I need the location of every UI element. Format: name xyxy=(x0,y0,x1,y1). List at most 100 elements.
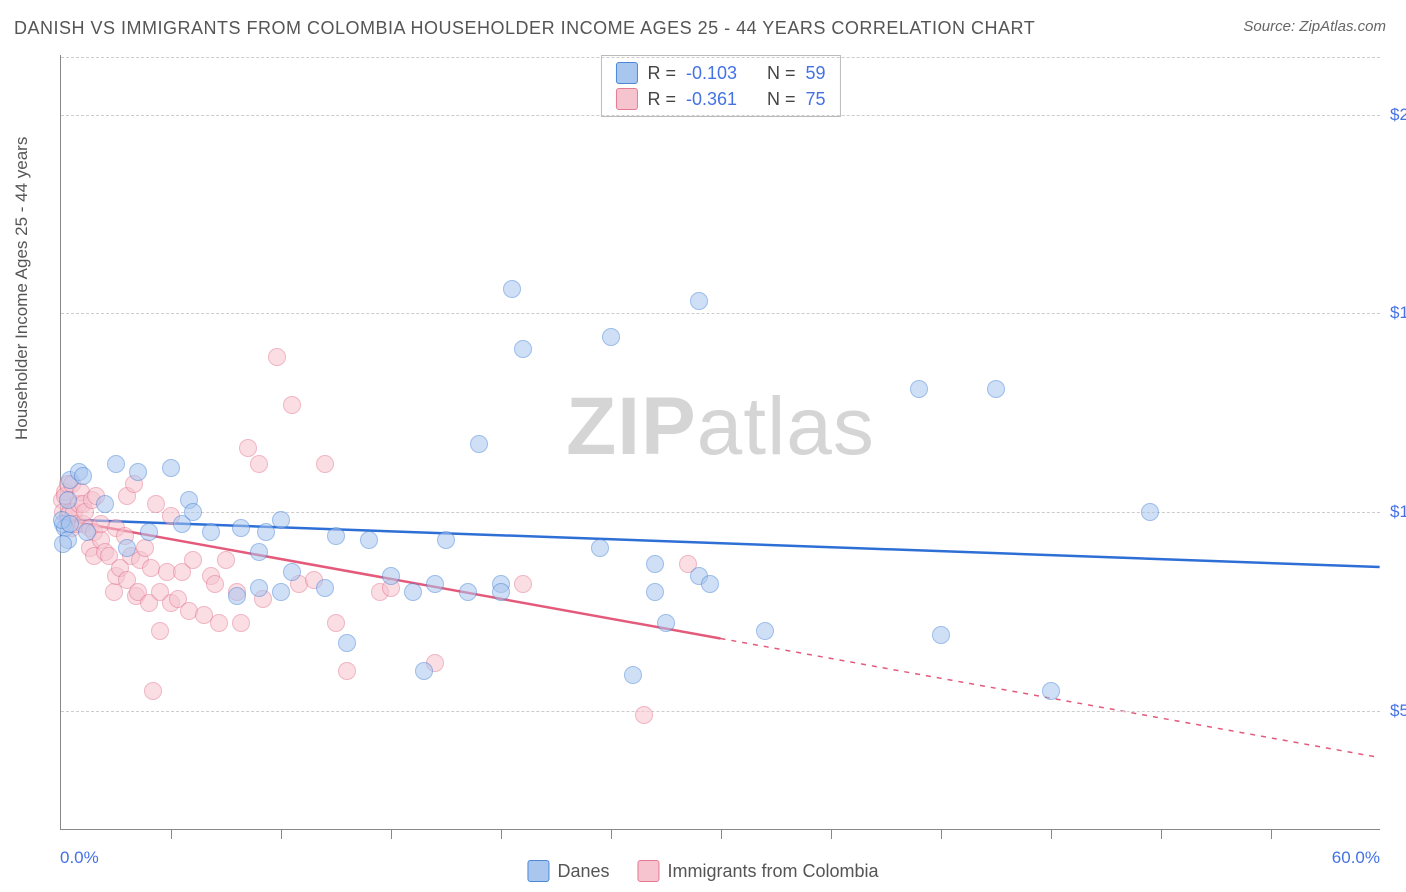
gridline-h xyxy=(61,711,1380,712)
x-tick xyxy=(501,829,502,839)
data-point-danes xyxy=(232,519,250,537)
data-point-danes xyxy=(1141,503,1159,521)
data-point-danes xyxy=(690,292,708,310)
data-point-danes xyxy=(162,459,180,477)
data-point-colombia xyxy=(239,439,257,457)
r-label: R = xyxy=(647,63,676,84)
gridline-h xyxy=(61,512,1380,513)
chart-title: DANISH VS IMMIGRANTS FROM COLOMBIA HOUSE… xyxy=(14,18,1035,39)
data-point-colombia xyxy=(144,682,162,700)
data-point-danes xyxy=(437,531,455,549)
x-tick xyxy=(391,829,392,839)
x-axis-max-label: 60.0% xyxy=(1332,848,1380,868)
x-tick xyxy=(941,829,942,839)
y-tick-label: $200,000 xyxy=(1380,105,1406,125)
data-point-danes xyxy=(272,583,290,601)
x-tick xyxy=(831,829,832,839)
data-point-danes xyxy=(646,583,664,601)
data-point-danes xyxy=(59,491,77,509)
watermark-light: atlas xyxy=(697,381,875,472)
data-point-colombia xyxy=(136,539,154,557)
x-tick xyxy=(171,829,172,839)
data-point-danes xyxy=(701,575,719,593)
data-point-danes xyxy=(514,340,532,358)
data-point-colombia xyxy=(514,575,532,593)
data-point-danes xyxy=(129,463,147,481)
x-tick xyxy=(281,829,282,839)
data-point-danes xyxy=(54,535,72,553)
data-point-colombia xyxy=(327,614,345,632)
source-label: Source: xyxy=(1243,18,1295,35)
stats-row-danes: R = -0.103 N = 59 xyxy=(601,60,839,86)
y-tick-label: $50,000 xyxy=(1380,701,1406,721)
data-point-colombia xyxy=(635,706,653,724)
data-point-danes xyxy=(272,511,290,529)
data-point-danes xyxy=(932,626,950,644)
n-label: N = xyxy=(767,63,796,84)
legend-label-colombia: Immigrants from Colombia xyxy=(667,861,878,882)
data-point-danes xyxy=(910,380,928,398)
n-label: N = xyxy=(767,89,796,110)
x-tick xyxy=(1161,829,1162,839)
data-point-danes xyxy=(316,579,334,597)
data-point-colombia xyxy=(338,662,356,680)
data-point-danes xyxy=(492,583,510,601)
watermark: ZIPatlas xyxy=(566,380,875,474)
data-point-danes xyxy=(250,543,268,561)
regression-lines xyxy=(61,55,1380,829)
data-point-colombia xyxy=(147,495,165,513)
x-axis-min-label: 0.0% xyxy=(60,848,99,868)
data-point-danes xyxy=(107,455,125,473)
data-point-danes xyxy=(61,515,79,533)
data-point-danes xyxy=(602,328,620,346)
data-point-danes xyxy=(118,539,136,557)
data-point-colombia xyxy=(151,622,169,640)
x-tick xyxy=(1271,829,1272,839)
data-point-danes xyxy=(503,280,521,298)
watermark-bold: ZIP xyxy=(566,381,697,472)
data-point-danes xyxy=(624,666,642,684)
data-point-danes xyxy=(382,567,400,585)
swatch-blue xyxy=(615,62,637,84)
data-point-danes xyxy=(228,587,246,605)
swatch-pink xyxy=(615,88,637,110)
data-point-colombia xyxy=(283,396,301,414)
data-point-danes xyxy=(756,622,774,640)
source-name: ZipAtlas.com xyxy=(1299,18,1386,35)
data-point-colombia xyxy=(268,348,286,366)
data-point-danes xyxy=(415,662,433,680)
data-point-danes xyxy=(250,579,268,597)
data-point-danes xyxy=(327,527,345,545)
y-axis-label: Householder Income Ages 25 - 44 years xyxy=(12,137,32,440)
correlation-stats-legend: R = -0.103 N = 59 R = -0.361 N = 75 xyxy=(600,55,840,117)
data-point-danes xyxy=(74,467,92,485)
data-point-danes xyxy=(140,523,158,541)
data-point-danes xyxy=(338,634,356,652)
x-tick xyxy=(721,829,722,839)
gridline-h xyxy=(61,115,1380,116)
gridline-h xyxy=(61,313,1380,314)
data-point-danes xyxy=(202,523,220,541)
gridline-h xyxy=(61,57,1380,58)
data-point-danes xyxy=(1042,682,1060,700)
data-point-colombia xyxy=(232,614,250,632)
data-point-colombia xyxy=(210,614,228,632)
data-point-danes xyxy=(404,583,422,601)
data-point-danes xyxy=(459,583,477,601)
data-point-danes xyxy=(283,563,301,581)
data-point-danes xyxy=(78,523,96,541)
legend-item-colombia: Immigrants from Colombia xyxy=(637,860,878,882)
data-point-colombia xyxy=(206,575,224,593)
data-point-colombia xyxy=(250,455,268,473)
data-point-danes xyxy=(360,531,378,549)
stats-row-colombia: R = -0.361 N = 75 xyxy=(601,86,839,112)
data-point-danes xyxy=(96,495,114,513)
x-tick xyxy=(611,829,612,839)
y-tick-label: $100,000 xyxy=(1380,502,1406,522)
data-point-danes xyxy=(257,523,275,541)
swatch-blue xyxy=(527,860,549,882)
legend-label-danes: Danes xyxy=(557,861,609,882)
data-point-danes xyxy=(184,503,202,521)
data-point-danes xyxy=(657,614,675,632)
data-point-colombia xyxy=(316,455,334,473)
